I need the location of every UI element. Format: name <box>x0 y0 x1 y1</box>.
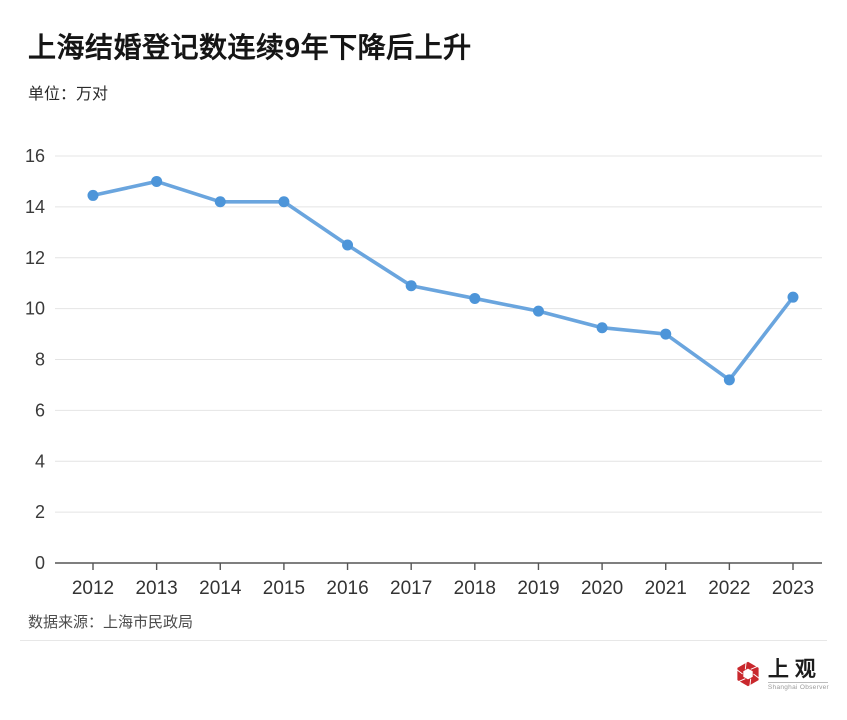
x-tick-label: 2018 <box>454 578 496 599</box>
aperture-hexagon-icon <box>735 661 760 687</box>
x-tick-label: 2022 <box>708 578 750 599</box>
data-point <box>660 328 672 340</box>
y-tick-label: 12 <box>25 248 45 268</box>
y-tick-label: 14 <box>25 197 45 217</box>
line-chart: 0 2 4 6 8 10 12 14 16 2012 2013 2014 2015 2016 2017 201… <box>25 146 822 599</box>
aperture-blade-slit <box>750 665 759 670</box>
aperture-blade-slit <box>737 678 746 683</box>
x-tick-label: 2023 <box>772 578 814 599</box>
y-tick-label: 16 <box>25 146 45 166</box>
data-source-label: 数据来源：上海市民政局 <box>28 614 194 631</box>
logo-cn-text: 上观 <box>767 657 822 681</box>
data-point <box>278 196 290 208</box>
data-point <box>596 322 608 334</box>
x-tick-label: 2020 <box>581 578 623 599</box>
x-tick-label: 2021 <box>645 578 687 599</box>
data-point <box>532 305 544 317</box>
series-line <box>91 179 795 382</box>
x-tick-label: 2012 <box>72 578 114 599</box>
x-tick-label: 2015 <box>263 578 305 599</box>
unit-label: 单位：万对 <box>28 86 109 103</box>
data-point <box>723 374 735 386</box>
aperture-blade-slit <box>735 668 743 675</box>
data-point <box>405 280 417 292</box>
footer-divider <box>20 640 827 641</box>
shanghai-observer-logo: 上观 Shanghai Observer <box>734 658 829 691</box>
x-tick-label: 2013 <box>135 578 177 599</box>
data-point <box>342 239 354 251</box>
x-tick-label: 2014 <box>199 578 242 599</box>
aperture-ring <box>737 661 759 687</box>
y-tick-label: 8 <box>35 350 45 370</box>
x-tick-label: 2019 <box>517 578 559 599</box>
y-tick-label: 0 <box>35 553 45 573</box>
y-tick-label: 4 <box>35 451 45 471</box>
data-point <box>151 175 163 187</box>
aperture-blade-slit <box>749 678 752 687</box>
x-tick-label: 2016 <box>326 578 368 599</box>
aperture-blade-slit <box>753 673 760 680</box>
data-point <box>469 292 481 304</box>
logo-rule <box>767 682 828 683</box>
aperture-blade-slit <box>744 661 747 670</box>
y-tick-label: 2 <box>35 502 45 522</box>
y-tick-label: 10 <box>25 299 45 319</box>
y-tick-label: 6 <box>35 400 45 420</box>
logo-text-block: 上观 Shanghai Observer <box>767 657 829 691</box>
logo-en-text: Shanghai Observer <box>767 684 829 691</box>
data-point <box>787 291 799 303</box>
data-point <box>87 189 99 201</box>
data-point <box>214 196 226 208</box>
x-tick-label: 2017 <box>390 578 432 599</box>
page-title: 上海结婚登记数连续9年下降后上升 <box>28 32 472 63</box>
